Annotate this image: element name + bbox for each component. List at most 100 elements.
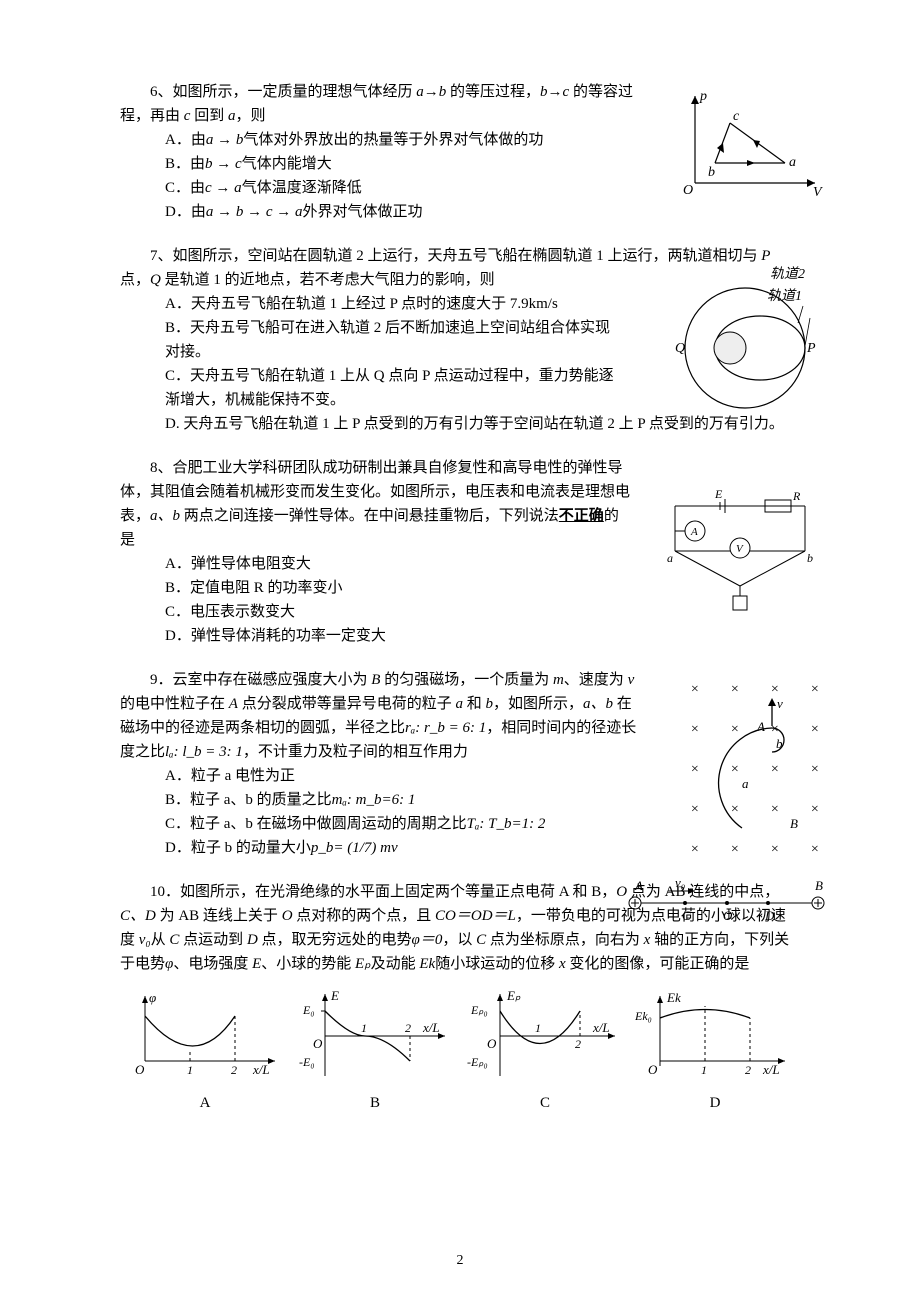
svg-text:×: × (770, 842, 779, 857)
q10-label-d: D (630, 1091, 800, 1115)
q8-not: 不正确 (559, 508, 604, 524)
q6-bc: b→c (540, 84, 569, 100)
svg-text:×: × (810, 722, 819, 737)
q10-fig-a: φ O 1 2 x/L A (120, 986, 290, 1115)
q8-label-a: a (667, 551, 673, 565)
q6-stem-e: ，则 (235, 108, 265, 124)
q7-label-t2: 轨道2 (770, 266, 805, 282)
q7-figure: Q P 轨道2 轨道1 (655, 258, 835, 426)
q10-top-figure: A B v₀ C O D (620, 875, 830, 933)
question-7: Q P 轨道2 轨道1 7、如图所示，空间站在圆轨道 2 上运行，天舟五号飞船在… (120, 244, 800, 436)
svg-text:v: v (777, 696, 783, 711)
svg-text:×: × (810, 682, 819, 697)
q10-fig-b: E E₀ -E₀ O 1 2 x/L B (290, 986, 460, 1115)
svg-text:2: 2 (405, 1021, 411, 1035)
svg-text:1: 1 (701, 1063, 707, 1077)
q6-label-a: a (789, 155, 796, 170)
question-9: ×××× ×××× ×××× ×××× ×××× v A b a B 9．云室中… (120, 668, 800, 860)
svg-text:Ek₀: Ek₀ (635, 1009, 652, 1023)
q8-label-A: A (690, 526, 698, 538)
q8-figure: E R A V a b (655, 486, 825, 624)
svg-text:2: 2 (231, 1063, 237, 1077)
svg-text:O: O (723, 908, 733, 923)
svg-text:×: × (730, 762, 739, 777)
svg-text:A: A (756, 719, 765, 734)
q6-label-V: V (813, 185, 823, 198)
svg-text:×: × (770, 682, 779, 697)
q8-label-E: E (714, 487, 723, 501)
q10-fig-c: Eₚ Eₚ₀ -Eₚ₀ O 1 2 x/L C (460, 986, 630, 1115)
svg-text:Eₚ: Eₚ (506, 988, 521, 1003)
question-10: A B v₀ C O D 10．如图所示，在光滑绝缘的水平面上固定两个等量正点电… (120, 880, 800, 1115)
q6-ab: a→b (416, 84, 446, 100)
q9-figure: ×××× ×××× ×××× ×××× ×××× v A b a B (670, 668, 830, 876)
svg-text:v₀: v₀ (675, 875, 685, 890)
svg-text:b: b (776, 736, 783, 751)
svg-text:Ek: Ek (666, 990, 681, 1005)
svg-text:x/L: x/L (252, 1062, 270, 1077)
svg-text:D: D (764, 908, 775, 923)
q10-options-row: φ O 1 2 x/L A E (120, 986, 800, 1115)
q6-label-O: O (683, 183, 693, 198)
svg-text:×: × (810, 842, 819, 857)
q6-stem-d: 回到 (190, 108, 228, 124)
svg-text:×: × (690, 722, 699, 737)
svg-text:1: 1 (187, 1063, 193, 1077)
svg-text:x/L: x/L (762, 1062, 780, 1077)
svg-text:×: × (730, 842, 739, 857)
svg-text:O: O (648, 1062, 658, 1077)
q6-label-c: c (733, 109, 740, 124)
svg-text:Eₚ₀: Eₚ₀ (470, 1003, 488, 1017)
svg-text:-Eₚ₀: -Eₚ₀ (467, 1055, 488, 1069)
question-6: p V O a b c 6、如图所示，一定质量的理想气体经历 a→b 的等压过程… (120, 80, 800, 224)
svg-text:×: × (730, 722, 739, 737)
svg-text:1: 1 (535, 1021, 541, 1035)
q6-label-b: b (708, 165, 715, 180)
svg-text:x/L: x/L (422, 1020, 440, 1035)
svg-text:O: O (487, 1036, 497, 1051)
svg-text:×: × (690, 762, 699, 777)
page-content: p V O a b c 6、如图所示，一定质量的理想气体经历 a→b 的等压过程… (0, 0, 920, 1175)
svg-text:×: × (690, 802, 699, 817)
svg-text:x/L: x/L (592, 1020, 610, 1035)
svg-text:×: × (770, 762, 779, 777)
svg-text:2: 2 (745, 1063, 751, 1077)
q10-label-a: A (120, 1091, 290, 1115)
page-number: 2 (0, 1250, 920, 1272)
q6-stem-b: 的等压过程， (446, 84, 540, 100)
svg-text:C: C (682, 908, 691, 923)
svg-text:B: B (790, 816, 798, 831)
q6-figure: p V O a b c (675, 88, 825, 206)
q10-fig-d: Ek Ek₀ O 1 2 x/L D (630, 986, 800, 1115)
svg-text:×: × (770, 802, 779, 817)
q8-label-V: V (736, 543, 744, 555)
q6-label-p: p (699, 89, 707, 104)
svg-text:×: × (730, 802, 739, 817)
svg-text:a: a (742, 776, 749, 791)
svg-text:O: O (135, 1062, 145, 1077)
svg-text:×: × (690, 842, 699, 857)
svg-text:×: × (810, 762, 819, 777)
svg-text:2: 2 (575, 1037, 581, 1051)
svg-text:×: × (810, 802, 819, 817)
q6-stem-a: 6、如图所示，一定质量的理想气体经历 (150, 84, 416, 100)
svg-text:O: O (313, 1036, 323, 1051)
q10-label-b: B (290, 1091, 460, 1115)
q8-label-b: b (807, 551, 813, 565)
svg-text:A: A (634, 878, 643, 893)
question-8: E R A V a b (120, 456, 800, 648)
svg-text:φ: φ (149, 990, 156, 1005)
svg-text:E: E (330, 988, 339, 1003)
q8-label-R: R (792, 489, 801, 503)
svg-text:B: B (815, 878, 823, 893)
q7-label-Q: Q (675, 341, 685, 356)
q7-label-P: P (806, 341, 816, 356)
svg-text:1: 1 (361, 1021, 367, 1035)
q8-opt-d: D．弹性导体消耗的功率一定变大 (120, 624, 800, 648)
svg-text:-E₀: -E₀ (299, 1055, 315, 1069)
q10-label-c: C (460, 1091, 630, 1115)
svg-text:E₀: E₀ (302, 1003, 315, 1017)
q7-label-t1: 轨道1 (767, 288, 802, 304)
svg-text:×: × (690, 682, 699, 697)
svg-text:×: × (730, 682, 739, 697)
